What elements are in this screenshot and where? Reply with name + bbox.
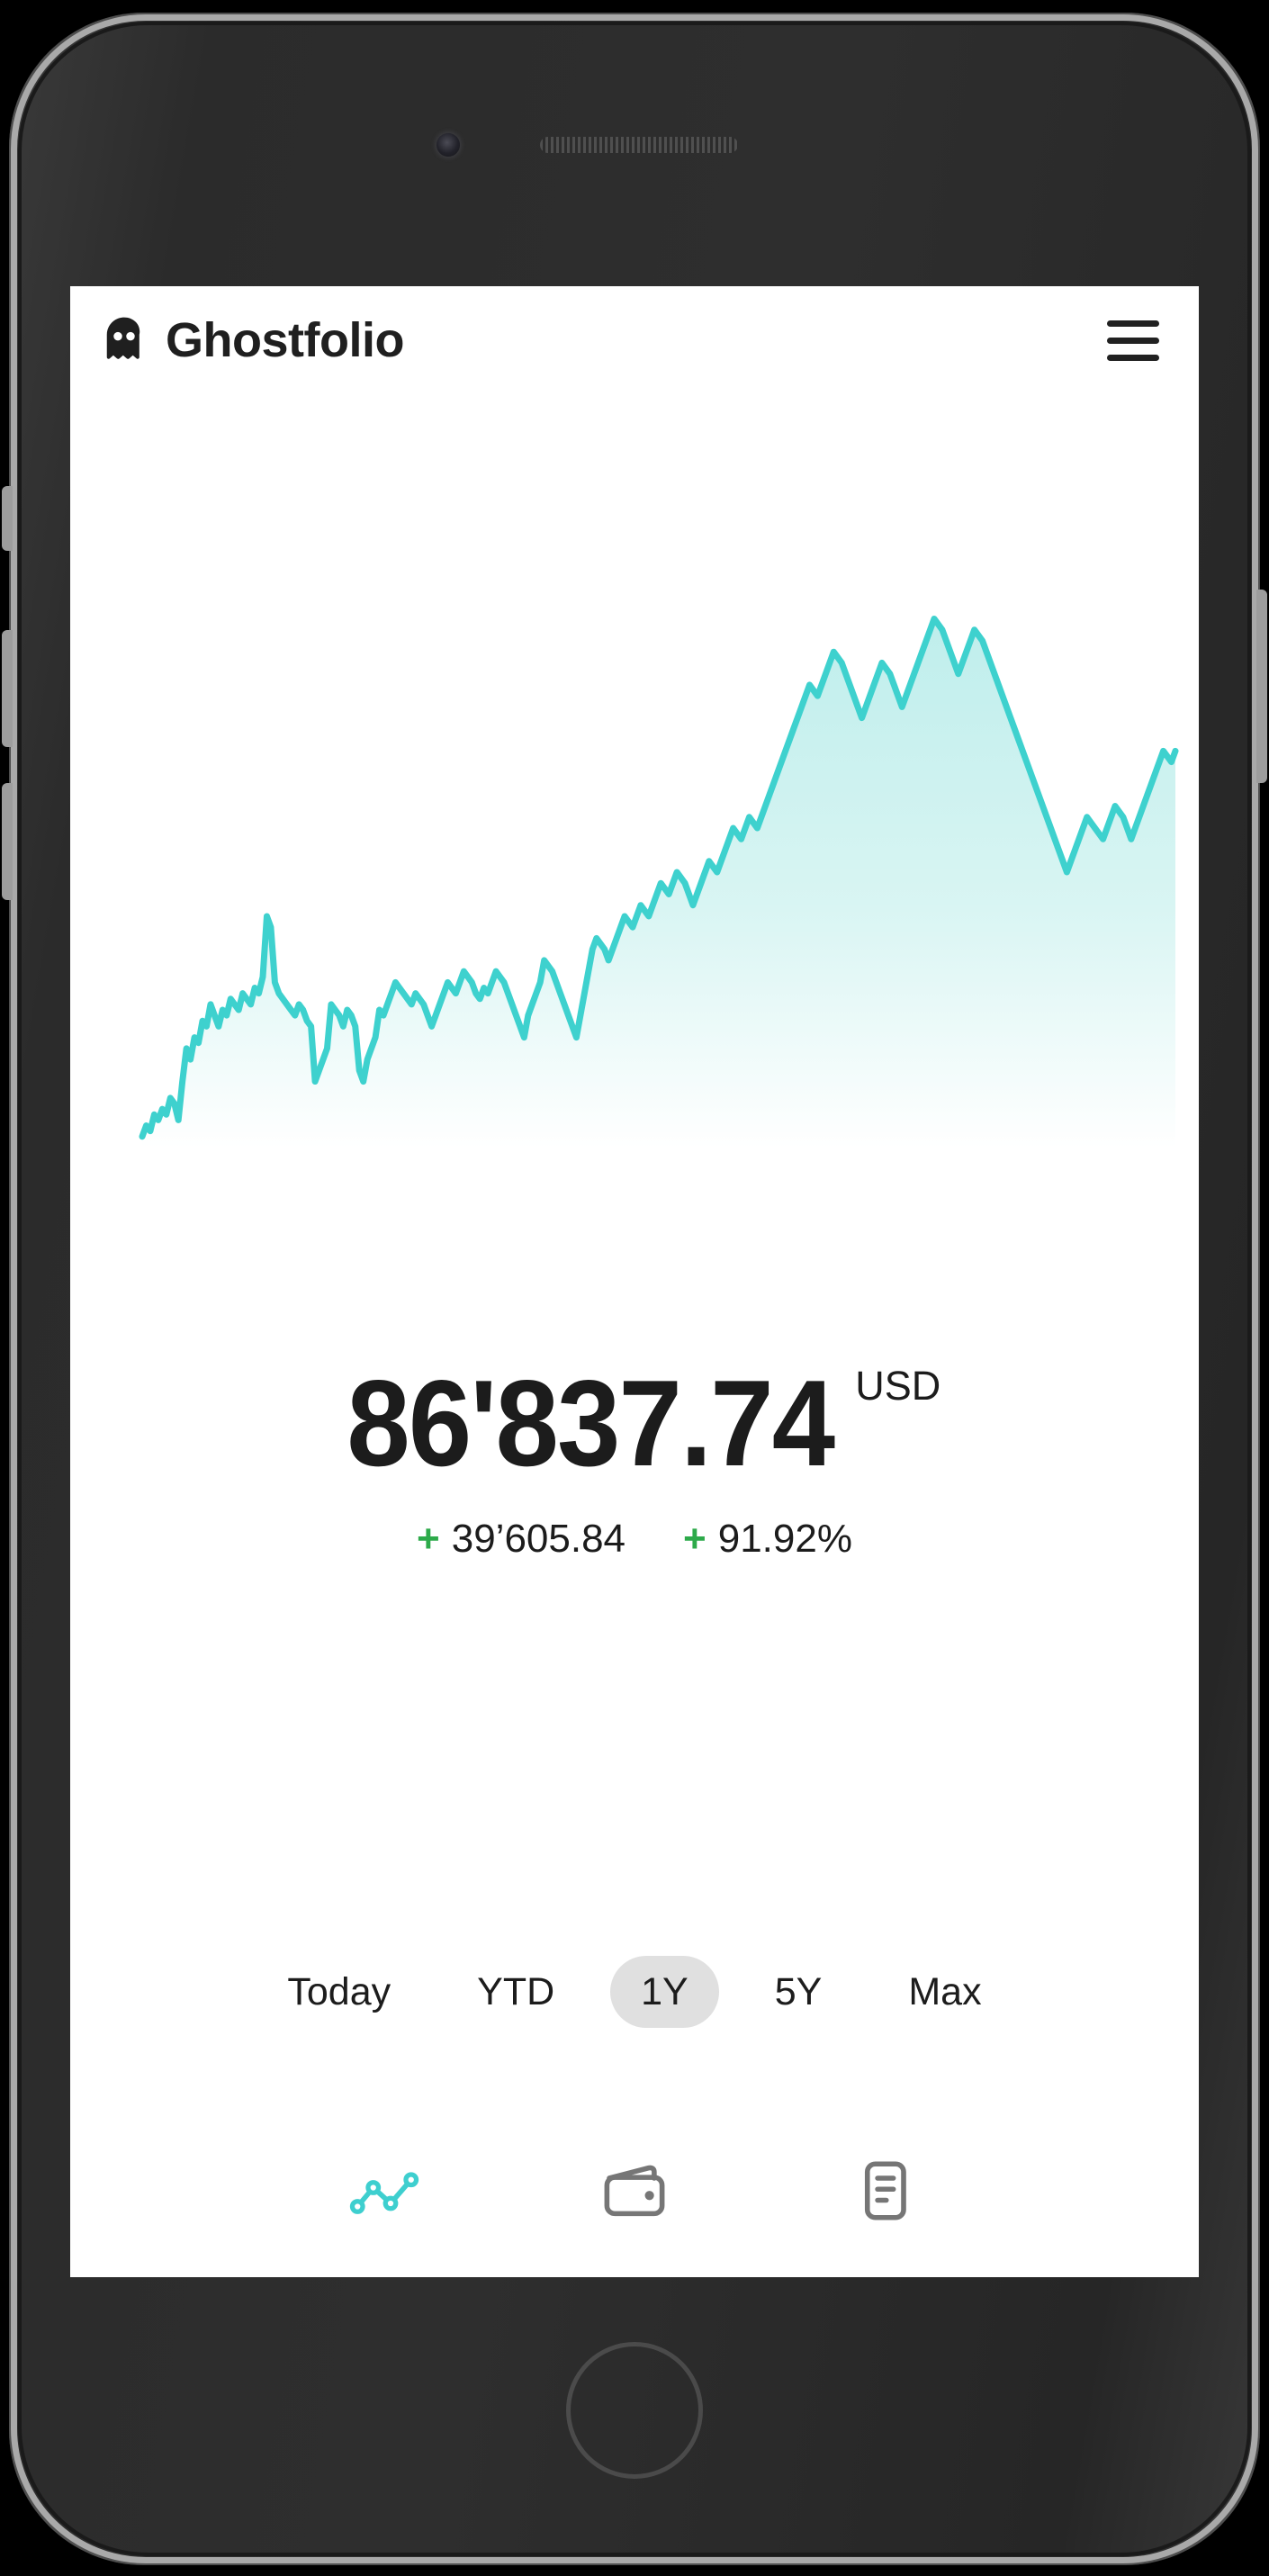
home-button[interactable]: [566, 2342, 703, 2479]
change-percent-sign: +: [683, 1517, 706, 1561]
chart-line-path: [139, 615, 1179, 1140]
volume-down-button[interactable]: [2, 783, 13, 900]
bottom-navigation-bar: [70, 2148, 1199, 2234]
nav-item-summary[interactable]: [842, 2148, 928, 2234]
portfolio-value-row: 86'837.74 USD: [328, 1355, 941, 1491]
change-absolute: + 39’605.84: [417, 1517, 626, 1562]
camera-lens-icon: [436, 133, 460, 157]
change-absolute-sign: +: [417, 1517, 440, 1561]
range-tab-today[interactable]: Today: [256, 1956, 421, 2028]
menu-bar-3: [1107, 354, 1159, 361]
wallet-icon: [604, 2165, 665, 2217]
document-list-icon: [864, 2161, 906, 2220]
range-tab-5y[interactable]: 5Y: [744, 1956, 853, 2028]
power-button[interactable]: [1256, 590, 1267, 783]
nav-item-overview[interactable]: [341, 2148, 428, 2234]
portfolio-chart-svg: [139, 615, 1179, 1148]
portfolio-summary: 86'837.74 USD + 39’605.84 + 91.92%: [70, 1362, 1199, 1562]
portfolio-performance-chart[interactable]: [70, 588, 1199, 1155]
silent-switch-button[interactable]: [2, 486, 13, 551]
phone-screen: Ghostfolio 86'837.74 USD: [70, 286, 1199, 2277]
chart-area-fill: [142, 618, 1175, 1148]
menu-bar-2: [1107, 337, 1159, 344]
range-tab-max[interactable]: Max: [878, 1956, 1012, 2028]
hamburger-menu-icon[interactable]: [1098, 305, 1168, 375]
date-range-tab-group: Today YTD 1Y 5Y Max: [70, 1956, 1199, 2029]
volume-up-button[interactable]: [2, 630, 13, 747]
earpiece-speaker-icon: [540, 137, 738, 153]
brand-name-text: Ghostfolio: [166, 313, 404, 367]
range-tab-ytd[interactable]: YTD: [446, 1956, 585, 2028]
line-chart-icon: [349, 2172, 419, 2214]
change-absolute-value: 39’605.84: [451, 1517, 626, 1561]
range-tab-1y[interactable]: 1Y: [610, 1956, 719, 2029]
app-header-bar: Ghostfolio: [70, 286, 1199, 394]
menu-bar-1: [1107, 320, 1159, 327]
ghost-icon: [106, 317, 140, 359]
change-percent: + 91.92%: [683, 1517, 852, 1562]
nav-item-portfolio[interactable]: [591, 2148, 678, 2234]
portfolio-currency-text: USD: [855, 1363, 941, 1409]
brand-logo-link[interactable]: Ghostfolio: [99, 315, 404, 365]
portfolio-value-text: 86'837.74: [346, 1355, 835, 1491]
change-percent-value: 91.92%: [717, 1517, 852, 1561]
portfolio-change-row: + 39’605.84 + 91.92%: [70, 1517, 1199, 1562]
